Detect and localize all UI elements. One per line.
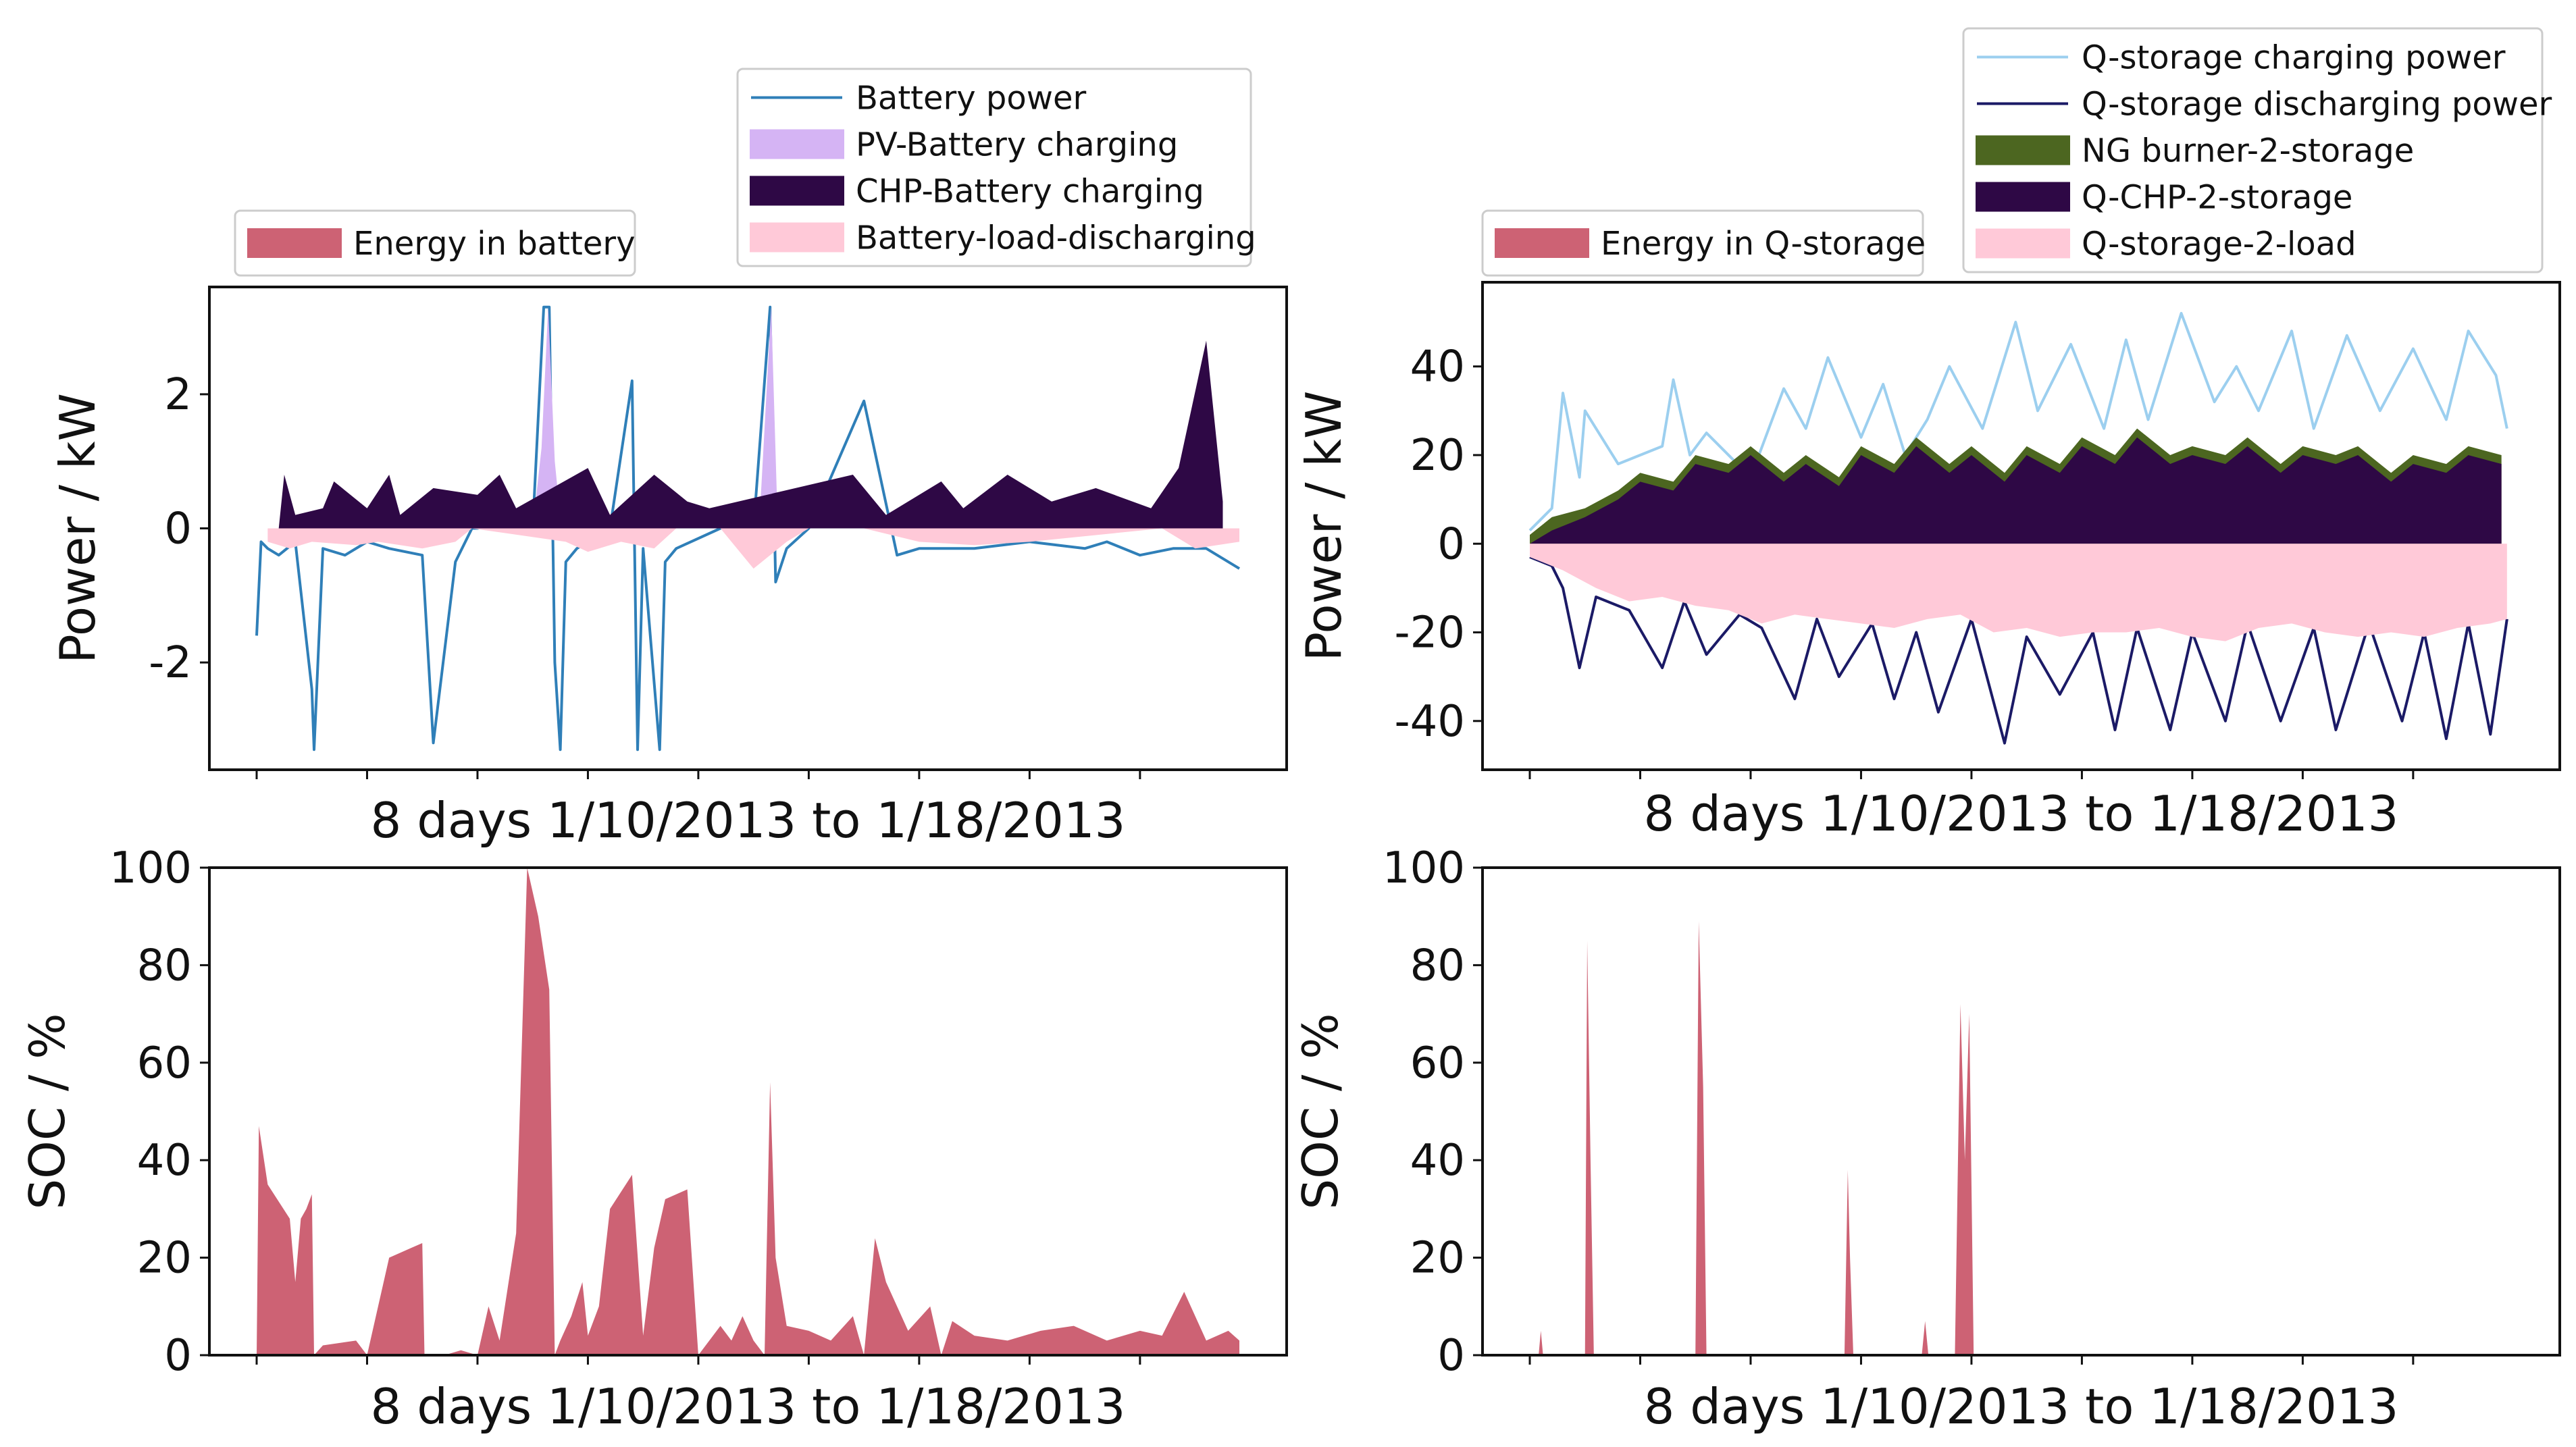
legend: Battery power PV-Battery charging CHP-Batt… bbox=[736, 68, 1256, 267]
legend-label: NG burner-2-storage bbox=[2082, 132, 2414, 170]
legend-entry: Battery-load-discharging bbox=[750, 219, 1256, 257]
y-tick-label: 100 bbox=[1383, 843, 1465, 893]
plot-area bbox=[255, 305, 1241, 752]
legend-box bbox=[234, 209, 636, 277]
legend-swatch-patch bbox=[247, 228, 342, 258]
x-axis-label: 8 days 1/10/2013 to 1/18/2013 bbox=[371, 792, 1126, 849]
y-axis-label: Power / kW bbox=[1295, 391, 1352, 662]
legend-entry: Q-storage discharging power bbox=[1977, 86, 2552, 124]
series-q-storage-2-load-area bbox=[1530, 544, 2507, 641]
series-chp-battery-charging-area bbox=[278, 340, 1223, 529]
y-tick-label: 0 bbox=[164, 1331, 192, 1381]
chart-battery-power: -2 0 2 8 days 1/10/2013 to 1/18/2013 Power /… bbox=[49, 68, 1288, 849]
legend-box bbox=[1481, 209, 1924, 277]
chart-battery-soc: 0 20 40 60 80 100 8 days 1/10/2013 to 1/18/201… bbox=[19, 843, 1288, 1435]
series-q-chp-2-storage bbox=[1530, 437, 2502, 544]
x-axis-label: 8 days 1/10/2013 to 1/18/2013 bbox=[1644, 1378, 2399, 1435]
series-q-storage-discharging-power-line bbox=[1529, 556, 2508, 745]
series-energy-in-battery-area bbox=[257, 868, 1239, 1355]
y-tick-label: 0 bbox=[164, 504, 192, 554]
y-tick-label: 0 bbox=[1437, 1331, 1465, 1381]
legend-entry: CHP-Battery charging bbox=[750, 173, 1204, 211]
legend: Q-storage charging power Q-storage discha… bbox=[1962, 27, 2552, 273]
legend-entry: PV-Battery charging bbox=[750, 126, 1178, 164]
series-battery-load-discharging bbox=[267, 528, 1239, 569]
legend-label: Q-storage charging power bbox=[2082, 39, 2506, 77]
chart-qstorage-soc: 0 20 40 60 80 100 8 days 1/10/2013 to 1/18/201… bbox=[1292, 843, 2561, 1435]
legend-swatch-patch bbox=[1976, 182, 2070, 212]
legend-entry: Q-storage-2-load bbox=[1976, 226, 2356, 263]
legend-swatch-patch bbox=[1976, 228, 2070, 259]
y-tick-label: 20 bbox=[1410, 1234, 1465, 1284]
y-axis-label: SOC / % bbox=[1292, 1013, 1349, 1209]
x-axis-label: 8 days 1/10/2013 to 1/18/2013 bbox=[1644, 785, 2399, 842]
series-q-chp-2-storage-area bbox=[1530, 437, 2502, 544]
y-tick-label: 20 bbox=[137, 1234, 192, 1284]
series-energy-in-battery bbox=[257, 868, 1239, 1355]
series-energy-in-q-storage bbox=[1530, 921, 2513, 1355]
legend-entry: Battery power bbox=[751, 80, 1087, 117]
axis-frame bbox=[1481, 281, 2561, 771]
y-tick-label: 40 bbox=[1410, 342, 1465, 392]
series-q-storage-2-load bbox=[1530, 544, 2507, 641]
legend-label: PV-Battery charging bbox=[856, 126, 1178, 164]
y-tick-label: 80 bbox=[137, 941, 192, 991]
legend-label: Battery-load-discharging bbox=[856, 219, 1256, 257]
y-tick-label: 60 bbox=[1410, 1038, 1465, 1088]
legend-label: Battery power bbox=[856, 80, 1087, 117]
y-tick-label: 2 bbox=[164, 370, 192, 420]
axis-frame bbox=[1481, 866, 2561, 1357]
legend-swatch-patch bbox=[750, 222, 844, 253]
legend-label: CHP-Battery charging bbox=[856, 173, 1204, 211]
y-tick-label: -2 bbox=[149, 638, 192, 688]
plot-area bbox=[257, 868, 1239, 1355]
y-axis-label: Power / kW bbox=[49, 393, 106, 664]
legend: Energy in battery bbox=[234, 209, 636, 277]
plot-area bbox=[1528, 311, 2508, 745]
legend-label: Energy in battery bbox=[353, 225, 636, 263]
y-axis-label: SOC / % bbox=[19, 1013, 76, 1209]
legend-box bbox=[736, 68, 1252, 267]
legend-label: Energy in Q-storage bbox=[1601, 225, 1926, 263]
legend-entry: Energy in battery bbox=[247, 225, 636, 263]
legend-box bbox=[1962, 27, 2544, 273]
legend-label: Q-CHP-2-storage bbox=[2082, 179, 2352, 217]
series-energy-in-q-storage-area bbox=[1530, 921, 2513, 1355]
legend-swatch-patch bbox=[750, 129, 844, 159]
y-tick-label: -20 bbox=[1394, 608, 1465, 658]
chart-qstorage-power: -40 -20 0 20 40 8 days 1/10/2013 to 1/18/2013… bbox=[1295, 27, 2561, 842]
y-tick-label: 40 bbox=[1410, 1136, 1465, 1186]
series-chp-battery-charging bbox=[278, 340, 1223, 529]
y-tick-label: 20 bbox=[1410, 431, 1465, 481]
legend-entry: Q-CHP-2-storage bbox=[1976, 179, 2352, 217]
legend-swatch-patch bbox=[1976, 135, 2070, 165]
series-battery-load-discharging-area bbox=[267, 528, 1239, 569]
legend-entry: NG burner-2-storage bbox=[1976, 132, 2414, 170]
legend-label: Q-storage-2-load bbox=[2082, 226, 2356, 263]
legend-swatch-patch bbox=[1495, 228, 1589, 258]
axis-frame bbox=[208, 866, 1288, 1357]
y-tick-label: 80 bbox=[1410, 941, 1465, 991]
y-tick-label: 60 bbox=[137, 1038, 192, 1088]
series-q-storage-charging-power bbox=[1528, 311, 2508, 531]
y-tick-label: 40 bbox=[137, 1136, 192, 1186]
legend-entry: Q-storage charging power bbox=[1977, 39, 2506, 77]
legend-entry: Energy in Q-storage bbox=[1495, 225, 1926, 263]
plot-area bbox=[1530, 921, 2513, 1355]
y-tick-label: 100 bbox=[109, 843, 192, 893]
y-tick-label: 0 bbox=[1437, 519, 1465, 569]
series-q-storage-charging-power-line bbox=[1528, 311, 2508, 531]
legend: Energy in Q-storage bbox=[1481, 209, 1926, 277]
legend-swatch-patch bbox=[750, 176, 844, 206]
series-q-storage-discharging-power bbox=[1529, 556, 2508, 745]
y-tick-label: -40 bbox=[1394, 697, 1465, 747]
legend-label: Q-storage discharging power bbox=[2082, 86, 2552, 124]
x-axis-label: 8 days 1/10/2013 to 1/18/2013 bbox=[371, 1378, 1126, 1435]
